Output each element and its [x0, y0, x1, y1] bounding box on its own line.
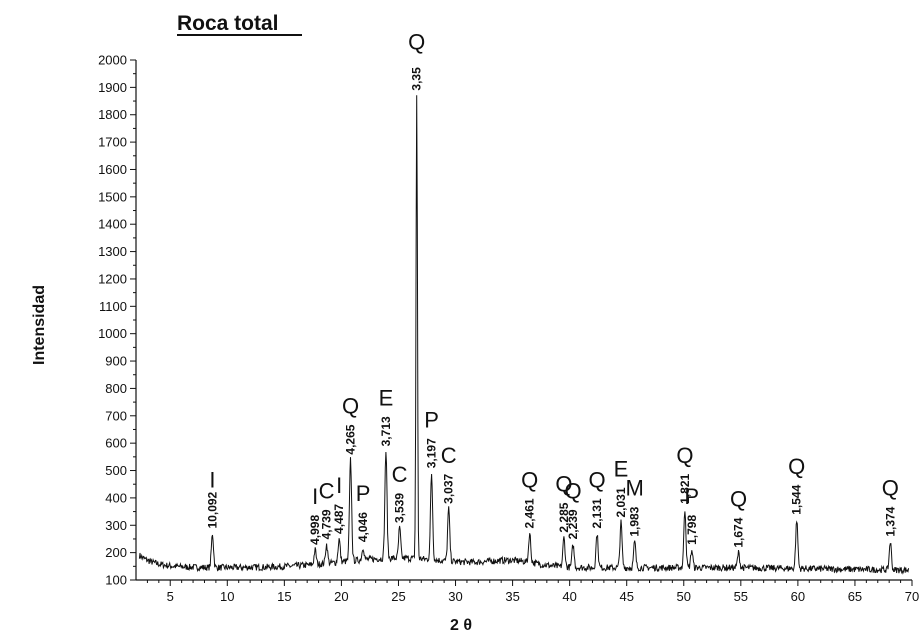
chart-title: Roca total [177, 12, 279, 35]
x-tick-label: 60 [791, 589, 805, 604]
peak-d-spacing: 1,983 [628, 506, 642, 536]
y-tick-label: 300 [105, 518, 127, 533]
y-tick-label: 1900 [98, 80, 127, 95]
peak-mineral: Q [565, 478, 582, 503]
y-axis: 100 200 300 400 500 600 700 800 900 1000 1100 1200 1… [98, 53, 137, 588]
peak-mineral: I [209, 467, 215, 492]
y-tick-label: 700 [105, 408, 127, 423]
peak-mineral: Q [676, 443, 693, 468]
peak-annotations: 10,092I4,998I4,739C4,487I4,265Q4,046P3,7… [205, 30, 898, 548]
peak-mineral: Q [555, 472, 572, 497]
x-tick-label: 55 [734, 589, 748, 604]
peak-d-spacing: 1,544 [790, 484, 804, 514]
peak-d-spacing: 1,798 [685, 515, 699, 545]
y-tick-label: 600 [105, 436, 127, 451]
peak-mineral: Q [788, 454, 805, 479]
x-tick-label: 15 [277, 589, 291, 604]
peak-d-spacing: 2,285 [557, 502, 571, 532]
peak-mineral: Q [408, 30, 425, 55]
y-tick-label: 1800 [98, 107, 127, 122]
x-tick-label: 45 [619, 589, 633, 604]
y-tick-label: 1500 [98, 189, 127, 204]
peak-d-spacing: 10,092 [205, 491, 219, 528]
x-tick-label: 25 [391, 589, 405, 604]
x-tick-label: 40 [562, 589, 576, 604]
peak-d-spacing: 4,046 [356, 512, 370, 542]
y-tick-label: 800 [105, 381, 127, 396]
x-tick-label: 30 [448, 589, 462, 604]
y-tick-label: 500 [105, 463, 127, 478]
peak-d-spacing: 2,131 [590, 498, 604, 528]
peak-mineral: C [441, 443, 457, 468]
x-tick-label: 10 [220, 589, 234, 604]
x-axis: 5 10 15 20 25 30 35 40 45 50 55 60 65 70 [136, 579, 919, 604]
peak-mineral: P [424, 407, 439, 432]
diffraction-trace [138, 95, 910, 575]
peak-mineral: Q [521, 467, 538, 492]
peak-d-spacing: 3,037 [442, 473, 456, 503]
y-tick-label: 400 [105, 490, 127, 505]
peak-d-spacing: 2,461 [523, 498, 537, 528]
y-tick-label: 1600 [98, 162, 127, 177]
peak-d-spacing: 4,265 [344, 424, 358, 454]
y-axis-label: Intensidad [31, 285, 48, 365]
x-tick-label: 5 [167, 589, 174, 604]
x-tick-label: 20 [334, 589, 348, 604]
peak-d-spacing: 4,998 [308, 515, 322, 545]
x-tick-label: 70 [905, 589, 919, 604]
peak-d-spacing: 2,031 [614, 487, 628, 517]
peak-mineral: I [312, 484, 318, 509]
peak-d-spacing: 1,374 [883, 506, 897, 536]
peak-d-spacing: 1,674 [732, 517, 746, 547]
x-tick-label: 65 [848, 589, 862, 604]
peak-mineral: C [392, 462, 408, 487]
peak-mineral: P [684, 484, 699, 509]
peak-mineral: I [336, 473, 342, 498]
peak-mineral: E [614, 457, 629, 482]
y-tick-label: 200 [105, 545, 127, 560]
peak-mineral: C [319, 478, 335, 503]
peak-d-spacing: 4,739 [320, 509, 334, 539]
y-tick-label: 900 [105, 354, 127, 369]
peak-mineral: Q [730, 487, 747, 512]
y-tick-label: 1100 [99, 299, 127, 314]
x-tick-label: 35 [505, 589, 519, 604]
peak-d-spacing: 1,821 [678, 473, 692, 503]
peak-mineral: Q [588, 467, 605, 492]
peak-d-spacing: 3,35 [410, 67, 424, 91]
y-tick-label: 2000 [98, 53, 127, 68]
y-tick-label: 1200 [98, 271, 127, 286]
peak-mineral: Q [342, 394, 359, 419]
peak-d-spacing: 4,487 [332, 504, 346, 534]
x-axis-label: 2 θ [450, 617, 472, 634]
peak-d-spacing: 3,197 [425, 438, 439, 468]
peak-mineral: Q [882, 476, 899, 501]
peak-mineral: M [626, 476, 644, 501]
y-tick-label: 1000 [98, 326, 127, 341]
peak-mineral: P [356, 481, 371, 506]
y-tick-label: 1400 [98, 217, 127, 232]
peak-d-spacing: 2,239 [566, 509, 580, 539]
y-tick-label: 1700 [98, 135, 127, 150]
peak-d-spacing: 3,713 [379, 416, 393, 446]
y-tick-label: 100 [105, 573, 127, 588]
peak-d-spacing: 3,539 [393, 493, 407, 523]
peak-mineral: E [379, 385, 394, 410]
x-tick-label: 50 [677, 589, 691, 604]
y-tick-label: 1300 [98, 244, 127, 259]
